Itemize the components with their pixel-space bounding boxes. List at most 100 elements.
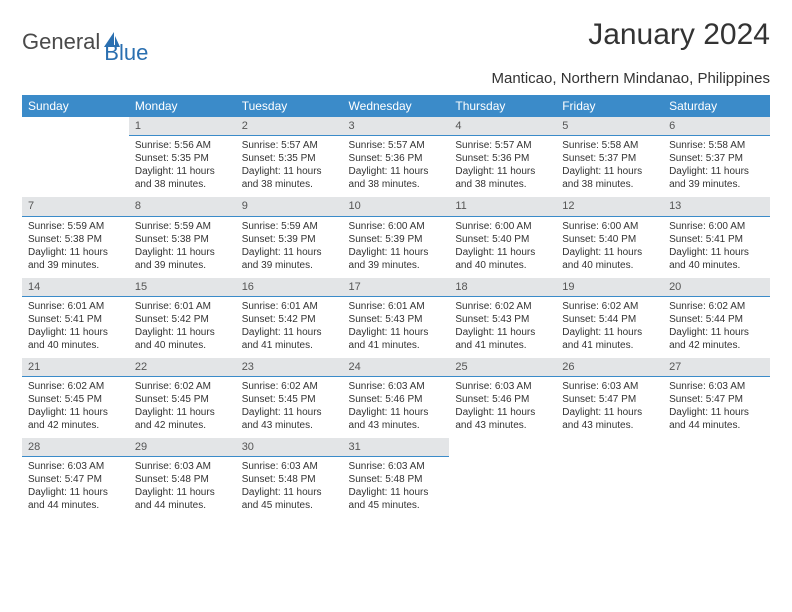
daylight-line-1: Daylight: 11 hours [242, 246, 337, 259]
calendar-table: SundayMondayTuesdayWednesdayThursdayFrid… [22, 95, 770, 518]
daylight-line-1: Daylight: 11 hours [135, 486, 230, 499]
logo: General Blue [22, 18, 148, 66]
sunrise-line: Sunrise: 6:00 AM [349, 220, 444, 233]
calendar-cell: 12Sunrise: 6:00 AMSunset: 5:40 PMDayligh… [556, 197, 663, 277]
sunset-line: Sunset: 5:37 PM [562, 152, 657, 165]
calendar-week-row: 1Sunrise: 5:56 AMSunset: 5:35 PMDaylight… [22, 117, 770, 197]
weekday-header: Wednesday [343, 95, 450, 117]
day-content: Sunrise: 6:03 AMSunset: 5:47 PMDaylight:… [556, 377, 663, 438]
calendar-cell: 13Sunrise: 6:00 AMSunset: 5:41 PMDayligh… [663, 197, 770, 277]
sunrise-line: Sunrise: 6:03 AM [562, 380, 657, 393]
sunrise-line: Sunrise: 5:59 AM [28, 220, 123, 233]
calendar-cell: 16Sunrise: 6:01 AMSunset: 5:42 PMDayligh… [236, 278, 343, 358]
sunset-line: Sunset: 5:47 PM [28, 473, 123, 486]
page-title: January 2024 [588, 18, 770, 52]
daylight-line-1: Daylight: 11 hours [349, 486, 444, 499]
calendar-cell: 23Sunrise: 6:02 AMSunset: 5:45 PMDayligh… [236, 358, 343, 438]
daylight-line-2: and 41 minutes. [455, 339, 550, 352]
calendar-cell: 22Sunrise: 6:02 AMSunset: 5:45 PMDayligh… [129, 358, 236, 438]
calendar-cell: 15Sunrise: 6:01 AMSunset: 5:42 PMDayligh… [129, 278, 236, 358]
sunset-line: Sunset: 5:42 PM [242, 313, 337, 326]
daylight-line-2: and 40 minutes. [455, 259, 550, 272]
day-number: 4 [449, 117, 556, 136]
calendar-cell: 24Sunrise: 6:03 AMSunset: 5:46 PMDayligh… [343, 358, 450, 438]
calendar-week-row: 7Sunrise: 5:59 AMSunset: 5:38 PMDaylight… [22, 197, 770, 277]
sunrise-line: Sunrise: 5:56 AM [135, 139, 230, 152]
day-number: 14 [22, 278, 129, 297]
daylight-line-1: Daylight: 11 hours [28, 486, 123, 499]
day-content: Sunrise: 5:58 AMSunset: 5:37 PMDaylight:… [556, 136, 663, 197]
daylight-line-2: and 39 minutes. [669, 178, 764, 191]
daylight-line-2: and 40 minutes. [28, 339, 123, 352]
calendar-cell: 6Sunrise: 5:58 AMSunset: 5:37 PMDaylight… [663, 117, 770, 197]
day-number: 20 [663, 278, 770, 297]
daylight-line-1: Daylight: 11 hours [455, 406, 550, 419]
sunrise-line: Sunrise: 6:03 AM [455, 380, 550, 393]
sunset-line: Sunset: 5:45 PM [135, 393, 230, 406]
daylight-line-2: and 44 minutes. [28, 499, 123, 512]
daylight-line-1: Daylight: 11 hours [349, 406, 444, 419]
sunrise-line: Sunrise: 6:03 AM [669, 380, 764, 393]
day-number: 21 [22, 358, 129, 377]
calendar-cell: 14Sunrise: 6:01 AMSunset: 5:41 PMDayligh… [22, 278, 129, 358]
sunrise-line: Sunrise: 6:02 AM [28, 380, 123, 393]
day-number: 7 [22, 197, 129, 216]
daylight-line-2: and 38 minutes. [135, 178, 230, 191]
daylight-line-1: Daylight: 11 hours [349, 326, 444, 339]
daylight-line-2: and 41 minutes. [242, 339, 337, 352]
calendar-cell [22, 117, 129, 197]
day-number: 28 [22, 438, 129, 457]
day-content: Sunrise: 6:02 AMSunset: 5:44 PMDaylight:… [556, 297, 663, 358]
day-content: Sunrise: 6:03 AMSunset: 5:46 PMDaylight:… [449, 377, 556, 438]
day-content: Sunrise: 5:57 AMSunset: 5:36 PMDaylight:… [449, 136, 556, 197]
sunset-line: Sunset: 5:47 PM [562, 393, 657, 406]
daylight-line-1: Daylight: 11 hours [562, 326, 657, 339]
calendar-cell: 1Sunrise: 5:56 AMSunset: 5:35 PMDaylight… [129, 117, 236, 197]
sunset-line: Sunset: 5:38 PM [135, 233, 230, 246]
sunrise-line: Sunrise: 5:58 AM [669, 139, 764, 152]
sunset-line: Sunset: 5:40 PM [455, 233, 550, 246]
calendar-cell: 18Sunrise: 6:02 AMSunset: 5:43 PMDayligh… [449, 278, 556, 358]
weekday-header: Saturday [663, 95, 770, 117]
sunrise-line: Sunrise: 6:03 AM [349, 380, 444, 393]
sunset-line: Sunset: 5:36 PM [349, 152, 444, 165]
calendar-cell: 25Sunrise: 6:03 AMSunset: 5:46 PMDayligh… [449, 358, 556, 438]
daylight-line-1: Daylight: 11 hours [455, 326, 550, 339]
day-number: 3 [343, 117, 450, 136]
sunset-line: Sunset: 5:35 PM [242, 152, 337, 165]
day-content: Sunrise: 5:59 AMSunset: 5:38 PMDaylight:… [22, 217, 129, 278]
daylight-line-2: and 45 minutes. [242, 499, 337, 512]
day-number: 15 [129, 278, 236, 297]
daylight-line-1: Daylight: 11 hours [562, 406, 657, 419]
sunrise-line: Sunrise: 6:02 AM [135, 380, 230, 393]
sunset-line: Sunset: 5:48 PM [349, 473, 444, 486]
daylight-line-1: Daylight: 11 hours [135, 165, 230, 178]
daylight-line-1: Daylight: 11 hours [28, 326, 123, 339]
sunrise-line: Sunrise: 6:01 AM [28, 300, 123, 313]
sunrise-line: Sunrise: 6:03 AM [242, 460, 337, 473]
day-number: 19 [556, 278, 663, 297]
sunrise-line: Sunrise: 6:01 AM [242, 300, 337, 313]
daylight-line-2: and 39 minutes. [242, 259, 337, 272]
calendar-week-row: 14Sunrise: 6:01 AMSunset: 5:41 PMDayligh… [22, 278, 770, 358]
daylight-line-1: Daylight: 11 hours [669, 165, 764, 178]
empty-cell [556, 438, 663, 496]
sunset-line: Sunset: 5:38 PM [28, 233, 123, 246]
day-content: Sunrise: 6:00 AMSunset: 5:41 PMDaylight:… [663, 217, 770, 278]
header-row: General Blue January 2024 [22, 18, 770, 66]
daylight-line-1: Daylight: 11 hours [669, 326, 764, 339]
daylight-line-2: and 43 minutes. [455, 419, 550, 432]
daylight-line-2: and 38 minutes. [349, 178, 444, 191]
day-number: 24 [343, 358, 450, 377]
calendar-cell: 5Sunrise: 5:58 AMSunset: 5:37 PMDaylight… [556, 117, 663, 197]
day-number: 11 [449, 197, 556, 216]
sunset-line: Sunset: 5:40 PM [562, 233, 657, 246]
weekday-header: Friday [556, 95, 663, 117]
sunset-line: Sunset: 5:45 PM [242, 393, 337, 406]
sunset-line: Sunset: 5:44 PM [562, 313, 657, 326]
sunrise-line: Sunrise: 6:03 AM [28, 460, 123, 473]
calendar-cell: 2Sunrise: 5:57 AMSunset: 5:35 PMDaylight… [236, 117, 343, 197]
weekday-header: Sunday [22, 95, 129, 117]
sunrise-line: Sunrise: 6:01 AM [135, 300, 230, 313]
day-content: Sunrise: 6:01 AMSunset: 5:43 PMDaylight:… [343, 297, 450, 358]
